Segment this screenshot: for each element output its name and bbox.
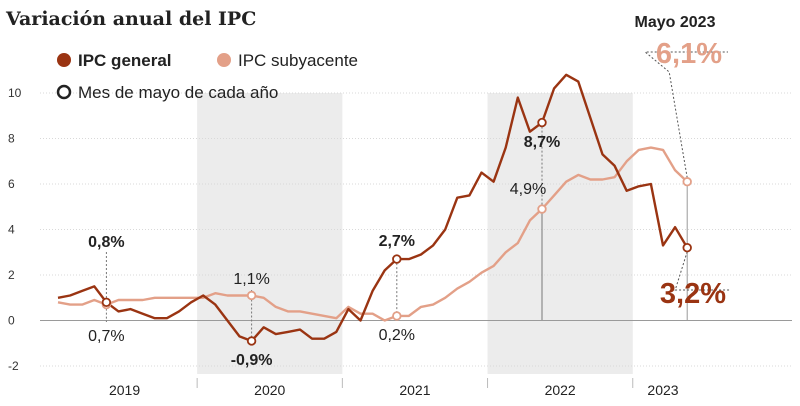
label-general-2020: -0,9% (231, 352, 273, 369)
x-axis-years: 2019 2020 2021 2022 2023 (109, 378, 679, 398)
highlight-general-value: 3,2% (660, 278, 726, 310)
series-line-general (57, 73, 689, 343)
may-marker-general (537, 117, 547, 128)
grid-lines (40, 92, 792, 367)
may-markers (101, 117, 692, 346)
label-subyacente-2021: 0,2% (379, 327, 415, 344)
highlight-label: Mayo 2023 (635, 14, 716, 31)
legend-general-label: IPC general (78, 51, 172, 70)
label-subyacente-2022: 4,9% (510, 181, 546, 198)
legend-subyacente-swatch (217, 53, 231, 67)
may-marker-subyacente (246, 290, 257, 301)
legend-mayo-label: Mes de mayo de cada año (78, 83, 278, 102)
y-axis-ticks: -2 0 2 4 6 8 10 (8, 86, 22, 373)
may-marker-general (101, 297, 112, 307)
x-year-label: 2022 (545, 382, 576, 398)
may-marker-subyacente (682, 177, 692, 187)
may-marker-subyacente (537, 204, 547, 214)
chart-title: Variación anual del IPC (5, 8, 256, 30)
y-tick-label: 10 (8, 86, 22, 100)
year-band-2022 (487, 93, 633, 374)
x-year-label: 2021 (399, 382, 430, 398)
highlight-subyacente-value: 6,1% (656, 38, 722, 70)
label-general-2021: 2,7% (379, 233, 415, 250)
label-subyacente-2019: 0,7% (88, 328, 124, 345)
may-marker-general (682, 242, 692, 253)
series-line-subyacente (57, 146, 689, 322)
x-year-label: 2019 (109, 382, 140, 398)
may-annotations: 0,8% 0,7% 1,1% -0,9% 2,7% 0,2% 8,7% 4,9% Mayo 20… (88, 14, 726, 369)
y-tick-label: 0 (8, 314, 15, 328)
label-general-2022: 8,7% (524, 134, 560, 151)
y-tick-label: -2 (8, 359, 19, 373)
x-year-label: 2020 (254, 382, 285, 398)
highlight-leader-gen (674, 251, 730, 291)
y-tick-label: 4 (8, 223, 15, 237)
y-tick-label: 8 (8, 132, 15, 146)
y-tick-label: 6 (8, 177, 15, 191)
may-marker-general (246, 336, 257, 346)
legend-subyacente-label: IPC subyacente (238, 51, 358, 70)
series-lines (57, 73, 689, 343)
legend-mayo-swatch (56, 84, 72, 100)
label-subyacente-2020: 1,1% (233, 271, 269, 288)
highlight-leader-sub (643, 51, 728, 178)
label-general-2019: 0,8% (88, 234, 124, 251)
y-tick-label: 2 (8, 268, 15, 282)
may-marker-general (392, 254, 402, 264)
x-year-label: 2023 (647, 382, 678, 398)
legend: IPC general IPC subyacente Mes de mayo d… (56, 51, 358, 102)
year-band-2020 (197, 93, 343, 374)
year-bands (197, 93, 633, 374)
may-marker-subyacente (392, 311, 402, 321)
legend-general-swatch (57, 53, 71, 67)
